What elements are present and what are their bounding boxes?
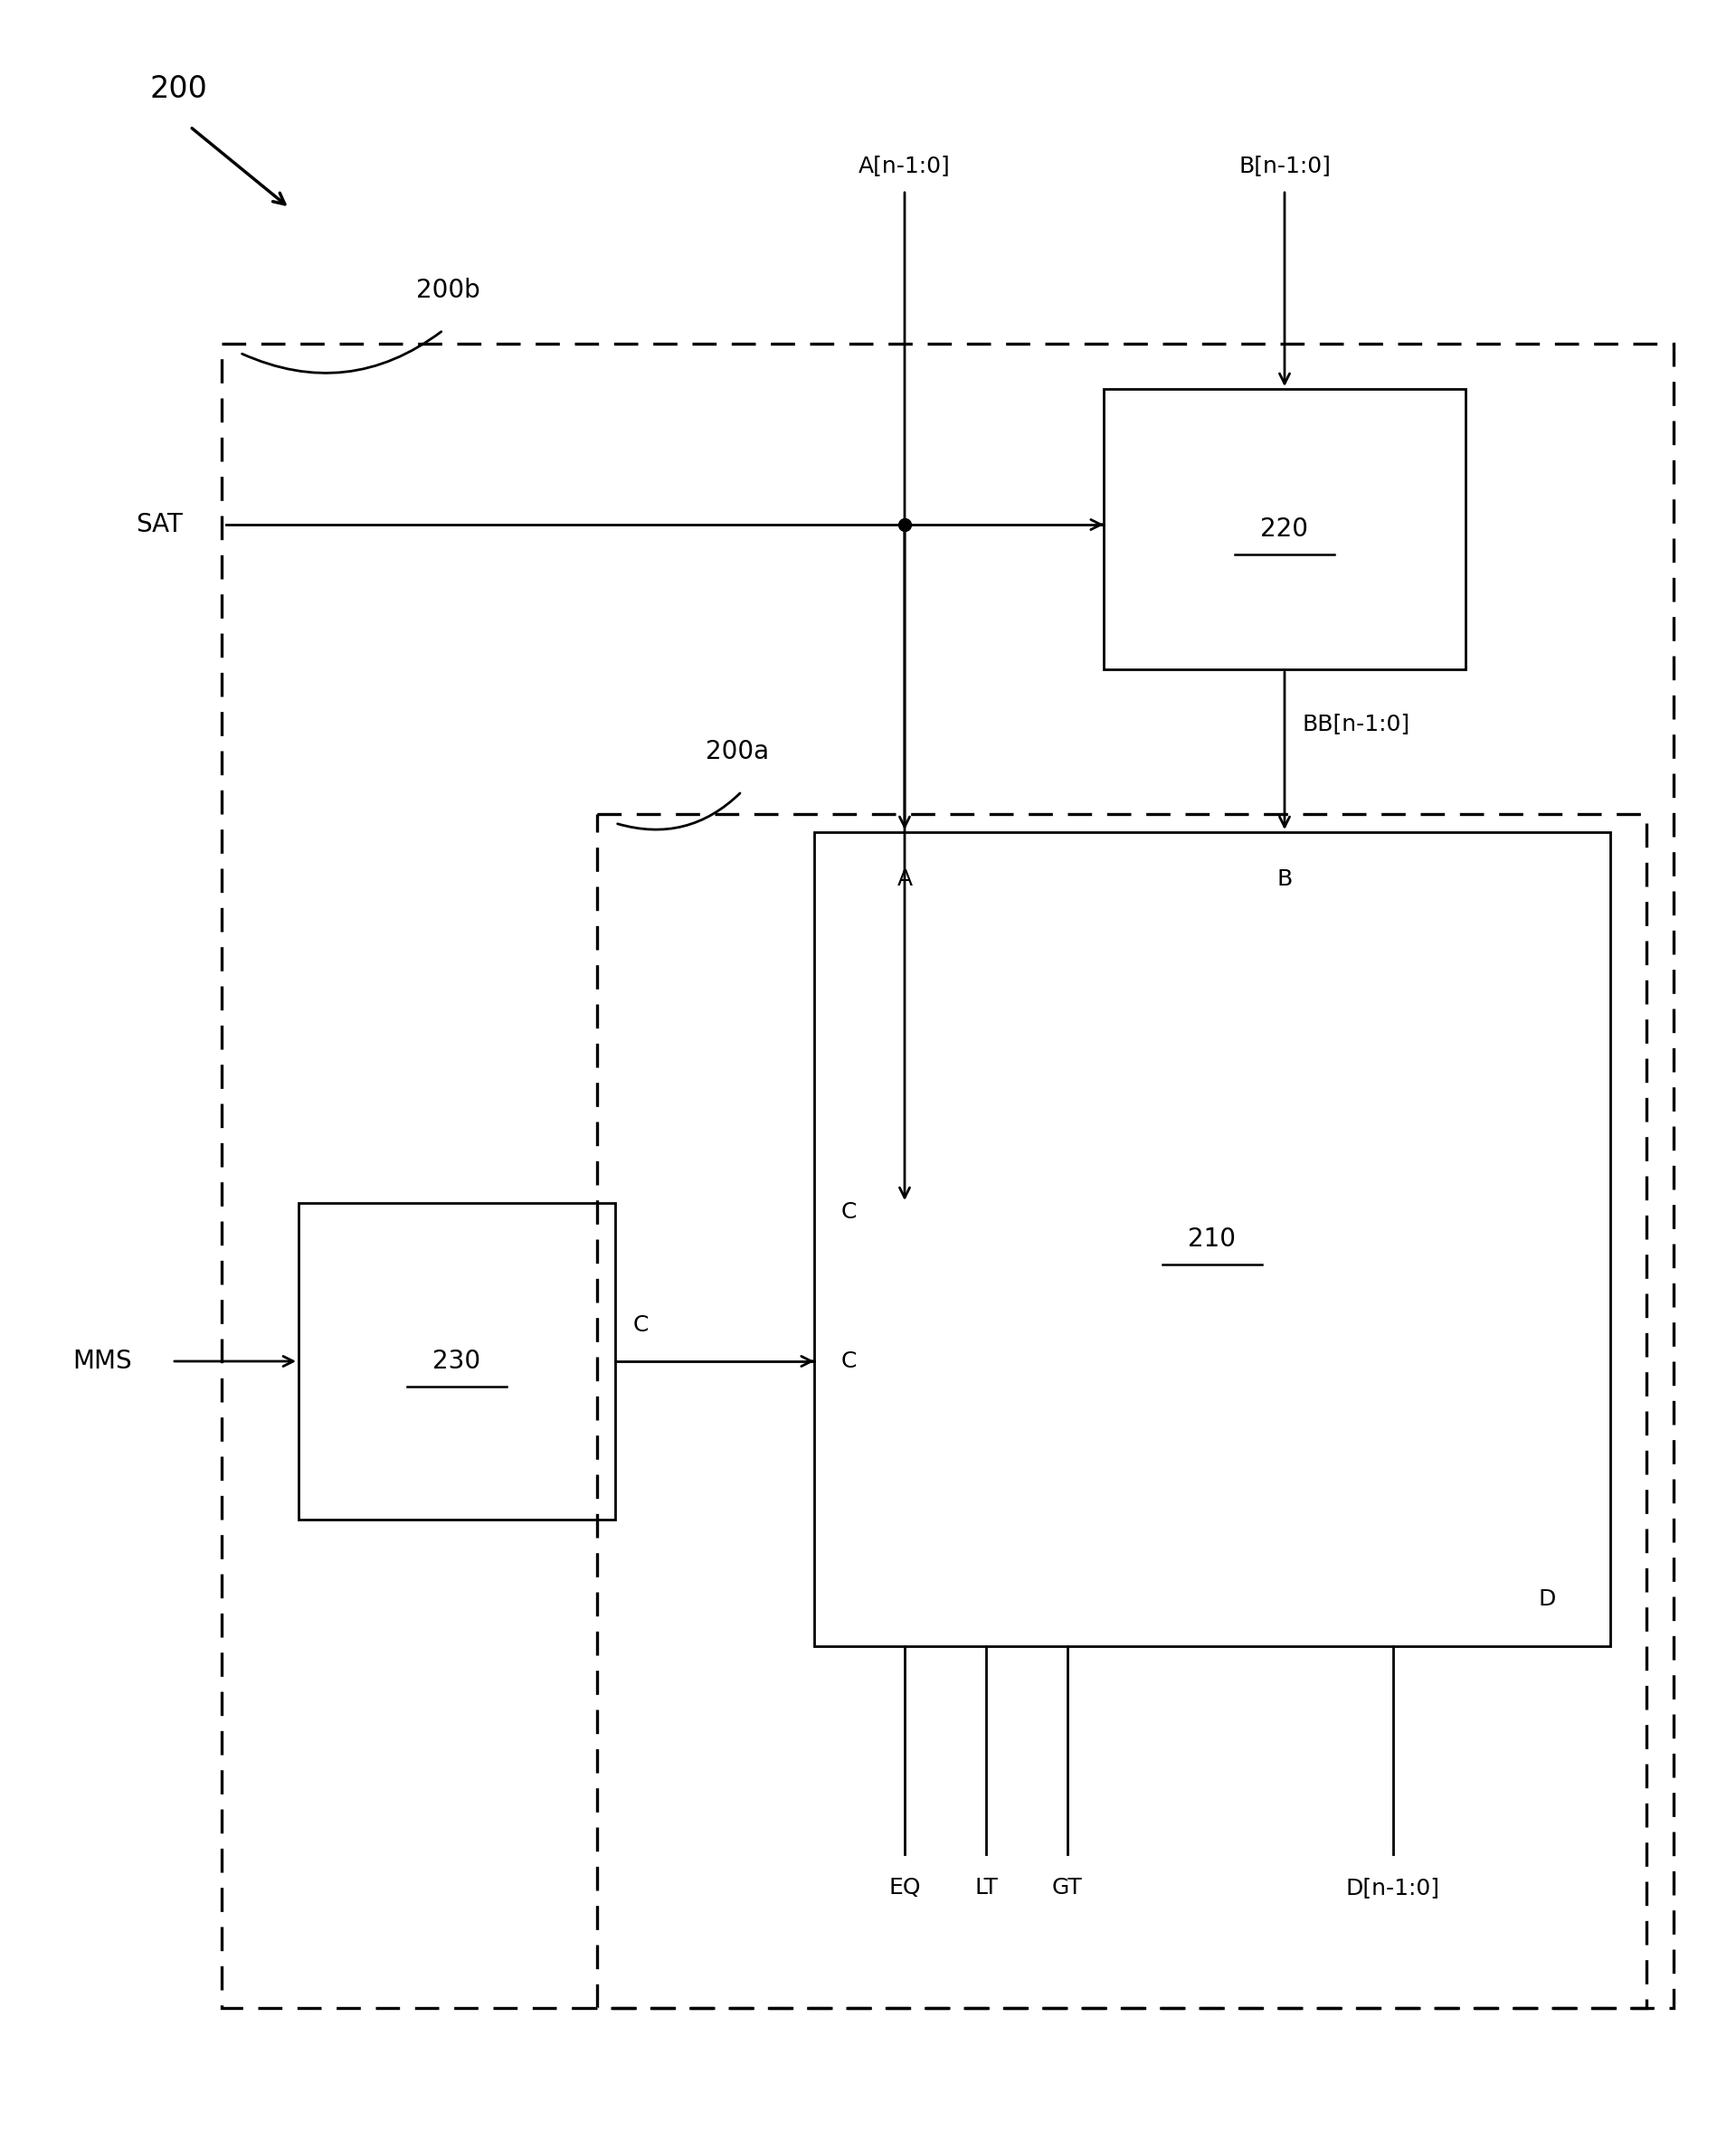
Text: LT: LT: [974, 1877, 998, 1899]
Text: 200b: 200b: [417, 277, 481, 303]
Text: B: B: [1276, 867, 1292, 891]
Text: SAT: SAT: [135, 511, 182, 537]
Text: 230: 230: [432, 1349, 481, 1374]
Text: 220: 220: [1260, 516, 1309, 541]
Bar: [814, 831, 1611, 1645]
Bar: [222, 343, 1674, 2007]
Text: MMS: MMS: [73, 1349, 132, 1374]
Text: EQ: EQ: [889, 1877, 920, 1899]
Text: A[n-1:0]: A[n-1:0]: [859, 156, 951, 177]
Text: A: A: [898, 867, 913, 891]
Text: BB[n-1:0]: BB[n-1:0]: [1302, 712, 1410, 735]
Text: 200: 200: [149, 75, 207, 104]
Bar: [299, 1204, 615, 1519]
Text: 210: 210: [1187, 1227, 1236, 1251]
Bar: [597, 814, 1646, 2007]
Bar: [1104, 390, 1465, 669]
Text: D[n-1:0]: D[n-1:0]: [1345, 1877, 1441, 1899]
Text: 200a: 200a: [705, 739, 769, 765]
Text: C: C: [634, 1315, 649, 1336]
Text: C: C: [842, 1202, 858, 1223]
Text: D: D: [1538, 1588, 1555, 1611]
Text: B[n-1:0]: B[n-1:0]: [1238, 156, 1332, 177]
Text: C: C: [842, 1351, 858, 1372]
Text: GT: GT: [1052, 1877, 1083, 1899]
